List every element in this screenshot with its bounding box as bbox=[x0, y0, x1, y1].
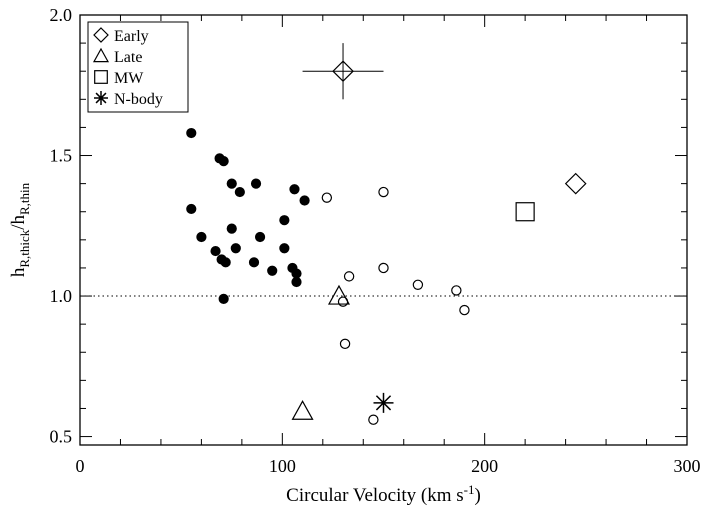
triangle-point bbox=[291, 400, 314, 420]
legend-diamond-icon bbox=[93, 27, 109, 43]
filled-circle-point bbox=[250, 178, 262, 189]
triangle-point bbox=[327, 284, 351, 305]
legend-label: MW bbox=[114, 70, 144, 87]
filled-circle-point bbox=[234, 186, 245, 198]
filled-circle-point bbox=[254, 231, 266, 243]
x-tick-label: 0 bbox=[76, 456, 85, 476]
filled-circle-point bbox=[218, 293, 229, 304]
legend-asterisk-icon bbox=[94, 91, 108, 105]
legend-triangle-icon bbox=[92, 47, 110, 63]
filled-circle-point bbox=[289, 184, 300, 195]
asterisk-point bbox=[373, 392, 394, 413]
open-circle-point bbox=[378, 262, 389, 274]
filled-circle-point bbox=[267, 265, 278, 276]
open-circle-point bbox=[339, 338, 351, 350]
open-circle-point bbox=[412, 279, 424, 291]
open-circle-point bbox=[451, 285, 462, 296]
x-tick-label: 100 bbox=[269, 456, 296, 476]
legend-square-icon bbox=[94, 70, 108, 84]
square-point bbox=[515, 202, 535, 222]
data-points bbox=[186, 43, 587, 425]
filled-circle-point bbox=[248, 257, 260, 268]
filled-circle-point bbox=[220, 257, 231, 268]
filled-circle-point bbox=[279, 243, 290, 254]
filled-circle-point bbox=[226, 223, 237, 234]
y-tick-label: 0.5 bbox=[50, 427, 73, 447]
y-axis-title: hR,thick/hR,thin bbox=[8, 182, 32, 277]
open-circle-point bbox=[378, 186, 389, 198]
legend-box bbox=[87, 21, 189, 113]
legend-label: N-body bbox=[114, 91, 163, 108]
filled-circle-point bbox=[196, 231, 207, 243]
diamond-point bbox=[564, 172, 587, 195]
y-tick-label: 2.0 bbox=[50, 5, 73, 25]
plot-frame bbox=[79, 14, 688, 446]
open-circle-point bbox=[321, 192, 333, 203]
legend: Early Late MW N-body bbox=[87, 21, 189, 113]
legend-label: Late bbox=[114, 49, 142, 66]
filled-circle-point bbox=[186, 203, 197, 215]
y-tick-label: 1.0 bbox=[50, 286, 73, 306]
filled-circle-point bbox=[218, 156, 229, 167]
legend-label: Early bbox=[114, 28, 149, 45]
filled-circle-point bbox=[226, 178, 237, 189]
plot-area bbox=[79, 14, 688, 446]
x-tick-label: 200 bbox=[471, 456, 498, 476]
axis-ticks: 0 100 200 300 0.5 1.0 1.5 2.0 bbox=[50, 5, 701, 476]
filled-circle-point bbox=[210, 245, 221, 257]
filled-circle-point bbox=[299, 195, 310, 206]
x-axis-title: Circular Velocity (km s-1) bbox=[286, 482, 481, 506]
open-circle-point bbox=[459, 304, 470, 316]
y-tick-label: 1.5 bbox=[50, 146, 73, 166]
open-circle-point bbox=[343, 271, 355, 282]
filled-circle-point bbox=[279, 215, 290, 226]
filled-circle-point bbox=[291, 276, 302, 288]
x-tick-label: 300 bbox=[674, 456, 701, 476]
filled-circle-point bbox=[186, 127, 197, 139]
filled-circle-point bbox=[291, 268, 302, 279]
diamond-point bbox=[332, 60, 354, 83]
open-circle-point bbox=[368, 414, 379, 425]
filled-circle-point bbox=[230, 243, 241, 254]
